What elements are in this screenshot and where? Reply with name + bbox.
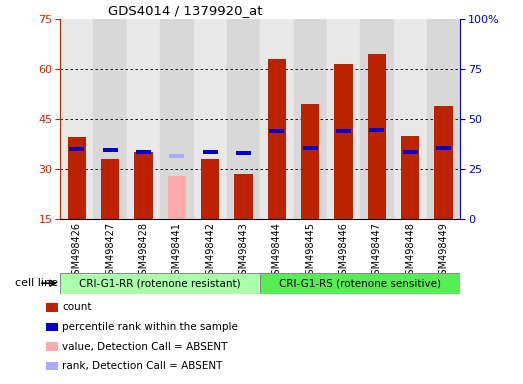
Bar bbox=[403, 150, 418, 154]
Bar bbox=[260, 19, 293, 219]
Bar bbox=[234, 174, 253, 219]
Bar bbox=[360, 19, 393, 219]
Bar bbox=[436, 146, 451, 150]
Bar bbox=[103, 148, 118, 152]
Bar bbox=[46, 303, 58, 311]
Bar bbox=[401, 136, 419, 219]
Bar bbox=[368, 54, 386, 219]
Text: GDS4014 / 1379920_at: GDS4014 / 1379920_at bbox=[108, 3, 263, 17]
Text: rank, Detection Call = ABSENT: rank, Detection Call = ABSENT bbox=[62, 361, 223, 371]
Text: count: count bbox=[62, 303, 92, 313]
Text: CRI-G1-RR (rotenone resistant): CRI-G1-RR (rotenone resistant) bbox=[79, 278, 241, 288]
Bar bbox=[334, 64, 353, 219]
Bar bbox=[260, 273, 460, 294]
Bar bbox=[327, 19, 360, 219]
Bar bbox=[236, 151, 251, 155]
Bar bbox=[194, 19, 227, 219]
Bar bbox=[127, 19, 160, 219]
Bar bbox=[301, 104, 320, 219]
Bar bbox=[269, 129, 285, 133]
Bar bbox=[60, 273, 260, 294]
Bar bbox=[268, 59, 286, 219]
Bar bbox=[293, 19, 327, 219]
Text: percentile rank within the sample: percentile rank within the sample bbox=[62, 322, 238, 332]
Bar bbox=[60, 19, 94, 219]
Text: value, Detection Call = ABSENT: value, Detection Call = ABSENT bbox=[62, 342, 228, 352]
Bar bbox=[169, 154, 184, 158]
Text: cell line: cell line bbox=[15, 278, 58, 288]
Bar bbox=[136, 150, 151, 154]
Bar bbox=[227, 19, 260, 219]
Bar bbox=[435, 106, 453, 219]
Bar bbox=[201, 159, 219, 219]
Bar bbox=[46, 362, 58, 370]
Bar bbox=[369, 128, 384, 132]
Bar bbox=[303, 146, 317, 150]
Bar bbox=[336, 129, 351, 133]
Bar bbox=[134, 152, 153, 219]
Bar bbox=[394, 19, 427, 219]
Bar bbox=[160, 19, 194, 219]
Bar bbox=[70, 147, 84, 151]
Bar bbox=[67, 137, 86, 219]
Text: CRI-G1-RS (rotenone sensitive): CRI-G1-RS (rotenone sensitive) bbox=[279, 278, 441, 288]
Bar bbox=[203, 150, 218, 154]
Bar bbox=[101, 159, 119, 219]
Bar bbox=[427, 19, 460, 219]
Bar bbox=[94, 19, 127, 219]
Bar bbox=[46, 343, 58, 351]
Bar bbox=[168, 175, 186, 219]
Bar bbox=[46, 323, 58, 331]
